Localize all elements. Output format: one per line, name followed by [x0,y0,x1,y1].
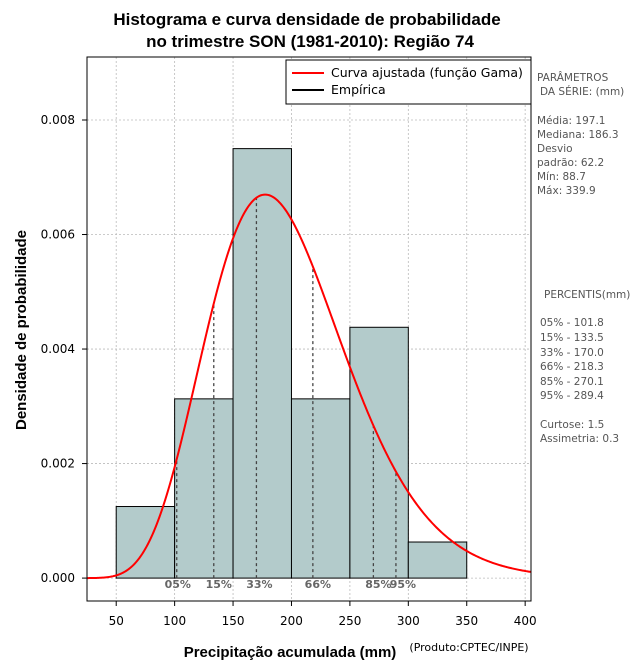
percentis-heading: PERCENTIS(mm) [544,289,630,301]
y-tick-label: 0.008 [41,113,75,127]
percentile-label: 33% [246,578,272,591]
y-tick-label: 0.004 [41,342,75,356]
x-tick-label: 300 [397,614,420,628]
histogram-bars [115,148,468,579]
stat-max: Máx: 339.9 [537,185,596,197]
percentile-label: 66% [305,578,331,591]
stat-media: Média: 197.1 [537,115,605,127]
stat-p85: 85% - 270.1 [540,376,604,388]
percentile-lines [176,197,397,579]
percentile-label: 15% [206,578,232,591]
legend: Curva ajustada (função Gama) Empírica [285,59,532,105]
percentile-labels: 05% 15% 33% 66% 85%95% [165,578,417,591]
stat-p95: 95% - 289.4 [540,390,604,402]
plot-frame [86,56,532,602]
x-axis-ticks: 50 100 150 200 250 300 350 400 [109,601,537,628]
stats-panel: PARÂMETROS DA SÉRIE: (mm) Média: 197.1 M… [537,71,630,445]
histogram-bar [290,398,351,579]
stat-p33: 33% - 170.0 [540,347,604,359]
stat-min: Mín: 88.7 [537,171,586,183]
x-tick-label: 350 [455,614,478,628]
x-tick-label: 400 [514,614,537,628]
legend-label-empirical: Empírica [331,82,386,97]
histogram-bar [407,541,468,579]
gamma-curve [86,193,532,580]
percentile-label: 85% [365,578,391,591]
stat-p15: 15% - 133.5 [540,332,604,344]
x-axis-label: Precipitação acumulada (mm) [184,644,397,660]
x-tick-label: 50 [109,614,124,628]
y-axis-label: Densidade de probabilidade [13,230,30,430]
stat-desvio-1: Desvio [537,143,573,155]
legend-box [285,59,532,105]
y-tick-label: 0.006 [41,228,75,242]
histogram-bar [232,148,292,579]
x-tick-label: 200 [280,614,303,628]
params-heading-2: DA SÉRIE: (mm) [540,85,624,98]
percentile-label: 05% [165,578,191,591]
stat-mediana: Mediana: 186.3 [537,129,619,141]
y-axis-ticks: 0.000 0.002 0.004 0.006 0.008 [41,113,87,585]
gamma-curve-layer [86,193,532,580]
product-credit: (Produto:CPTEC/INPE) [409,641,528,654]
x-tick-label: 100 [163,614,186,628]
stat-curtose: Curtose: 1.5 [540,419,604,431]
histogram-bar [174,398,234,579]
x-tick-label: 150 [222,614,245,628]
stat-p66: 66% - 218.3 [540,361,604,373]
stat-p05: 05% - 101.8 [540,317,604,329]
histogram-bar [349,326,409,579]
y-tick-label: 0.000 [41,571,75,585]
x-tick-label: 250 [338,614,361,628]
stat-desvio-2: padrão: 62.2 [537,157,604,169]
legend-label-fit: Curva ajustada (função Gama) [331,65,523,80]
stat-assimetria: Assimetria: 0.3 [540,433,619,445]
chart-title-line2: no trimestre SON (1981-2010): Região 74 [146,32,474,51]
histogram-bar [115,506,176,579]
params-heading-1: PARÂMETROS [537,71,609,84]
percentile-label: 95% [390,578,416,591]
chart-title-line1: Histograma e curva densidade de probabil… [113,10,500,29]
y-tick-label: 0.002 [41,457,75,471]
